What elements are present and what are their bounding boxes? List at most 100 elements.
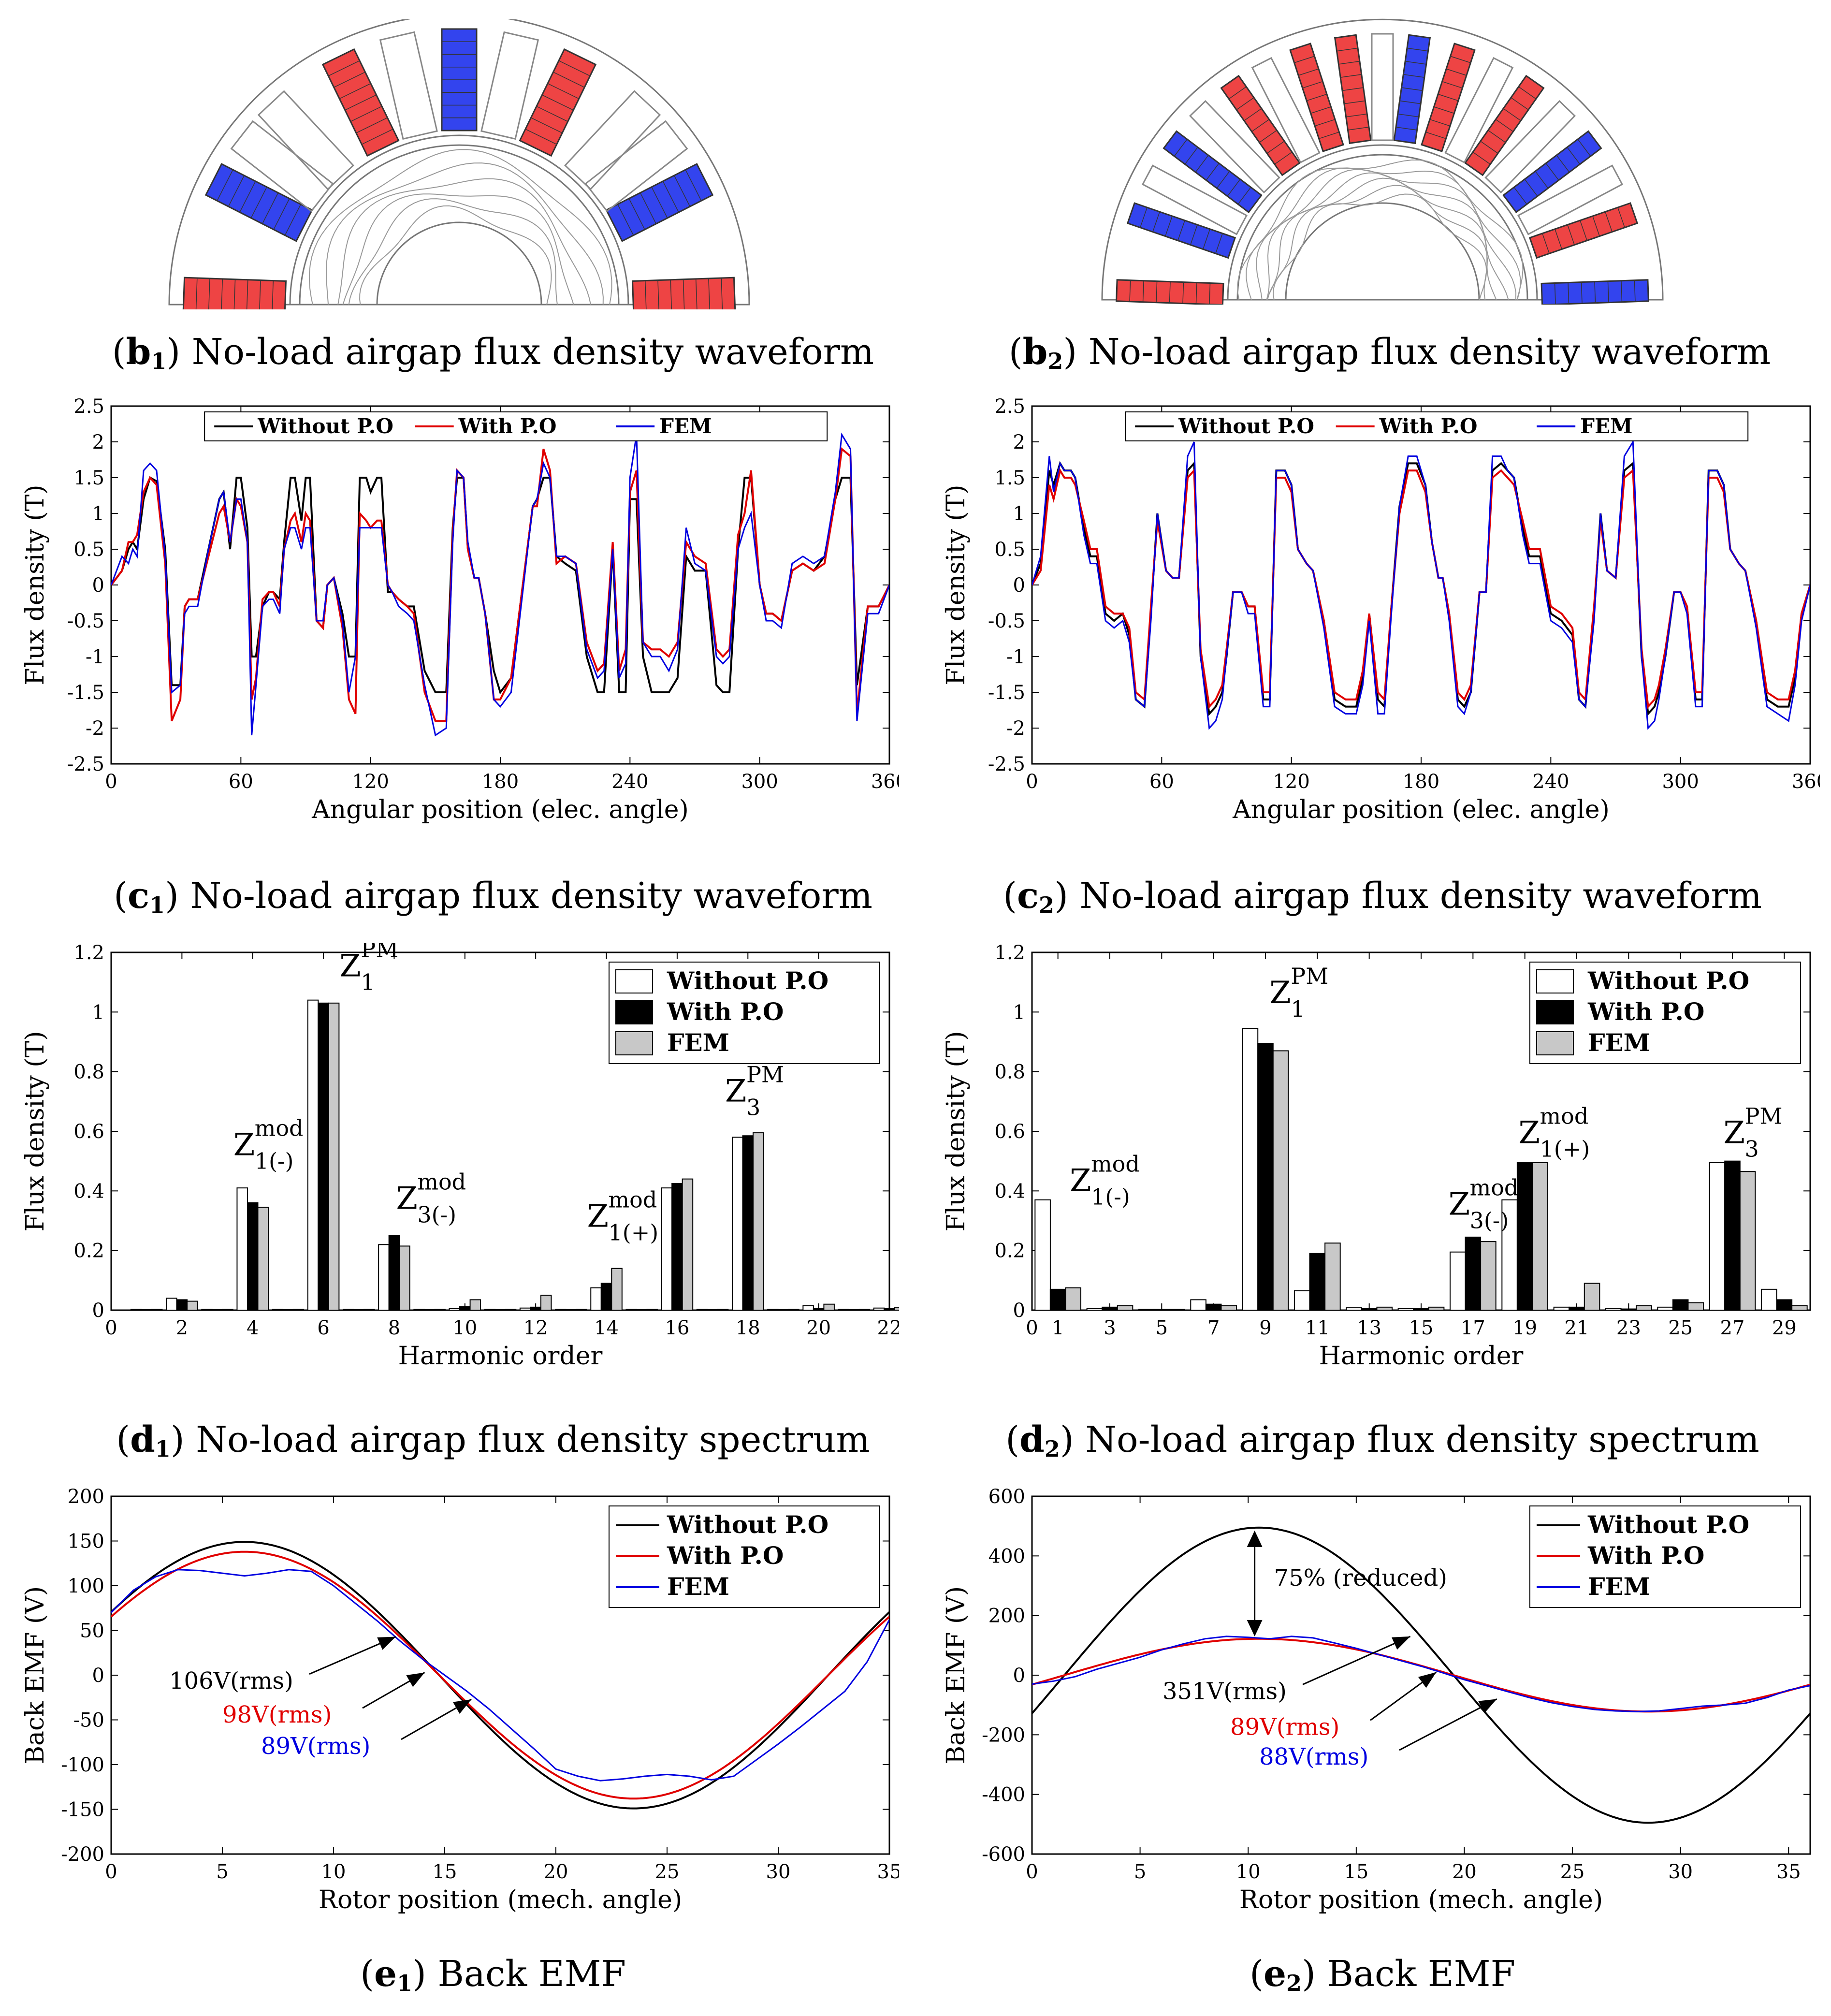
legend-label: With P.O: [667, 997, 784, 1026]
rms-annotation: 88V(rms): [1259, 1743, 1368, 1770]
magnet-segment: [1511, 97, 1529, 110]
y-tick-label: 100: [68, 1575, 104, 1597]
magnet-segment: [1346, 113, 1367, 117]
y-tick-label: -200: [982, 1724, 1025, 1746]
x-tick-label: 180: [482, 771, 519, 793]
bar-bar_without: [1449, 1251, 1466, 1311]
annotation-sub: 1: [361, 969, 375, 995]
magnet-segment: [1524, 179, 1538, 197]
magnet-segment: [1545, 163, 1559, 181]
x-tick-label: 0: [105, 771, 117, 793]
y-tick-label: 0.6: [994, 1121, 1025, 1143]
x-tick-label: 14: [594, 1317, 619, 1339]
x-axis-label: Angular position (elec. angle): [1232, 795, 1610, 824]
bar-bar_with: [1361, 1308, 1378, 1311]
legend-label: With P.O: [1587, 1541, 1704, 1570]
magnet-segment: [1314, 119, 1336, 127]
bar-bar_without: [484, 1309, 496, 1311]
y-tick-label: 0: [92, 1665, 104, 1687]
magnet-segment: [708, 278, 710, 309]
bar-bar_with: [1102, 1306, 1118, 1311]
series-line-with: [111, 1550, 889, 1800]
y-tick-label: 0.5: [994, 539, 1025, 561]
magnet-segment: [1152, 211, 1160, 232]
x-tick-label: 18: [736, 1317, 760, 1339]
bar-bar_fem: [1532, 1162, 1549, 1311]
chart-e2: -600 -400 -200 0 200 400 600 0 5 10 15 20 25 30 35 Roto…: [942, 1487, 1811, 1914]
magnet-segment: [1580, 220, 1587, 241]
y-tick-label: 0: [1013, 1665, 1025, 1687]
bar-bar_without: [838, 1309, 850, 1311]
bar-bar_with: [600, 1283, 612, 1311]
chart-c1: -2.5 -2 -1.5 -1 -0.5 0 0.5 1 1.5 2 2.5 0 60 120 180 240…: [21, 396, 899, 824]
bar-bar_fem: [363, 1309, 375, 1311]
flux-line: [1267, 185, 1488, 300]
flux-line: [342, 193, 574, 305]
magnet-segment: [262, 192, 279, 224]
bar-bar_fem: [1376, 1306, 1393, 1311]
magnet-segment: [1348, 127, 1369, 131]
y-tick-label: 1.5: [73, 467, 104, 489]
y-tick-label: 1.2: [73, 943, 104, 964]
magnet-segment: [1429, 119, 1451, 127]
magnet-segment: [334, 72, 365, 88]
y-tick-label: 150: [68, 1531, 104, 1553]
magnet-segment: [695, 278, 698, 309]
chart-d2: 00.20.40.60.811.20 1 3 5 7 9 11 13 15 17 19 21 23 25 2…: [942, 943, 1811, 1371]
magnet-segment: [361, 129, 393, 145]
legend-swatch: [1536, 1000, 1574, 1024]
magnet-segment: [1425, 131, 1446, 139]
y-tick-label: 0.4: [73, 1180, 104, 1202]
bar-bar_without: [1397, 1308, 1414, 1311]
bar-bar_fem: [1428, 1306, 1445, 1311]
y-tick-label: 1: [1013, 503, 1025, 525]
x-tick-label: 25: [1560, 1861, 1585, 1883]
annotation-sup: mod: [1540, 1103, 1589, 1129]
bar-bar_without: [1242, 1028, 1259, 1311]
bar-bar_fem: [434, 1309, 446, 1311]
bar-bar_fem: [222, 1309, 233, 1311]
harmonic-annotation: Z PM 1: [1269, 963, 1328, 1022]
magnet-segment: [1403, 74, 1424, 78]
magnet-segment: [345, 94, 377, 111]
x-tick-label: 180: [1403, 771, 1439, 793]
rms-annotation: 106V(rms): [169, 1667, 293, 1695]
annotation-base: Z: [1269, 975, 1291, 1011]
legend-swatch: [615, 1000, 653, 1024]
series-line-fem: [111, 1569, 889, 1782]
bar-bar_with: [1516, 1162, 1533, 1311]
magnet-segment: [1266, 141, 1285, 154]
caption-b1: (b1) No-load airgap flux density wavefor…: [112, 331, 874, 375]
x-tick-label: 29: [1772, 1317, 1797, 1339]
caption-e1: (e1) Back EMF: [360, 1953, 626, 1997]
magnet-segment: [685, 169, 702, 201]
legend-label: FEM: [667, 1028, 729, 1057]
bar-bar_fem: [1065, 1287, 1082, 1311]
x-tick-label: 15: [1344, 1861, 1368, 1883]
legend-swatch: [1536, 969, 1574, 993]
magnet-segment: [1344, 100, 1366, 104]
y-tick-label: -2.5: [67, 753, 104, 775]
legend-swatch: [615, 1031, 653, 1055]
magnet-segment: [1554, 283, 1556, 305]
y-tick-label: -50: [73, 1709, 104, 1732]
magnet-segment: [328, 60, 360, 76]
magnet-segment: [1446, 68, 1467, 76]
magnet-segment: [350, 106, 382, 122]
annotation-arrow: [1302, 1636, 1411, 1685]
y-tick-label: -1: [1006, 646, 1025, 668]
magnet-segment: [1140, 207, 1148, 228]
magnet-segment: [1195, 155, 1209, 173]
magnet-segment: [1518, 86, 1537, 100]
bar-bar_fem: [1636, 1305, 1652, 1311]
legend-label: With P.O: [667, 1541, 784, 1570]
plot-frame: [1031, 405, 1811, 765]
magnet-segment: [1567, 224, 1575, 245]
flux-line: [326, 162, 604, 305]
magnet-segment: [1129, 280, 1131, 302]
y-tick-label: 200: [68, 1487, 104, 1508]
x-tick-label: 8: [388, 1317, 400, 1339]
magnet-segment: [1337, 47, 1358, 52]
x-tick-label: 5: [1134, 1861, 1146, 1883]
series-line-without: [1032, 1526, 1810, 1824]
